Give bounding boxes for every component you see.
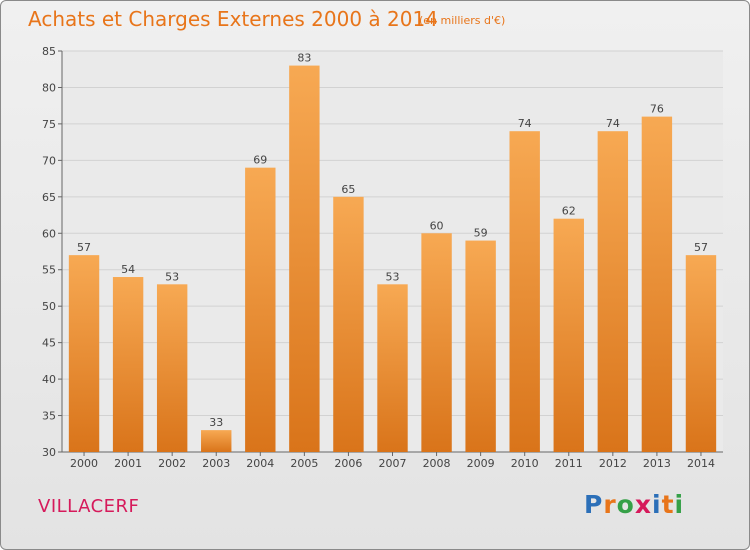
- bar-2011: [553, 218, 584, 452]
- logo-letter: P: [584, 490, 604, 519]
- chart-title: Achats et Charges Externes 2000 à 2014: [28, 7, 438, 31]
- logo-letter: t: [661, 490, 675, 519]
- bar-2007: [377, 284, 408, 452]
- x-tick-label: 2009: [467, 457, 495, 470]
- y-tick-label: 40: [42, 373, 56, 386]
- data-label: 57: [77, 241, 91, 254]
- y-tick-label: 55: [42, 264, 56, 277]
- bar-2002: [156, 284, 188, 452]
- bar-2000: [68, 255, 100, 452]
- y-tick-label: 70: [42, 154, 56, 167]
- data-label: 83: [297, 52, 311, 65]
- y-tick-label: 35: [42, 410, 56, 423]
- bar-2003: [201, 430, 232, 452]
- bar-2013: [641, 116, 673, 453]
- y-tick-label: 75: [42, 118, 56, 131]
- bar-2014: [685, 255, 717, 452]
- data-label: 33: [209, 416, 223, 429]
- y-tick-label: 30: [42, 446, 56, 459]
- y-tick-label: 60: [42, 227, 56, 240]
- y-tick-label: 45: [42, 337, 56, 350]
- data-label: 62: [562, 205, 576, 218]
- logo-letter: o: [616, 490, 635, 519]
- data-label: 65: [341, 183, 355, 196]
- data-label: 74: [518, 117, 532, 130]
- data-label: 57: [694, 241, 708, 254]
- logo-letter: i: [674, 490, 685, 519]
- y-tick-label: 85: [42, 45, 56, 58]
- y-tick-label: 50: [42, 300, 56, 313]
- x-tick-label: 2003: [202, 457, 230, 470]
- place-name: VILLACERF: [38, 496, 140, 517]
- bar-2006: [333, 196, 364, 452]
- data-label: 53: [386, 270, 400, 283]
- bar-2008: [421, 233, 452, 452]
- bar-2001: [112, 277, 144, 452]
- x-tick-label: 2004: [246, 457, 274, 470]
- y-tick-label: 65: [42, 191, 56, 204]
- data-label: 59: [474, 227, 488, 240]
- data-label: 53: [165, 270, 179, 283]
- x-tick-label: 2007: [379, 457, 407, 470]
- bar-2005: [289, 65, 320, 452]
- bar-2010: [509, 131, 540, 452]
- data-label: 54: [121, 263, 135, 276]
- bar-2009: [465, 240, 496, 452]
- bar-2012: [597, 131, 629, 452]
- chart-subtitle: (en milliers d'€): [419, 14, 506, 27]
- data-label: 60: [430, 219, 444, 232]
- x-tick-label: 2000: [70, 457, 98, 470]
- logo-letter: x: [634, 490, 652, 519]
- x-tick-label: 2011: [555, 457, 583, 470]
- logo-letter: r: [603, 490, 617, 519]
- x-tick-label: 2012: [599, 457, 627, 470]
- x-tick-label: 2002: [158, 457, 186, 470]
- x-tick-label: 2014: [687, 457, 715, 470]
- x-tick-label: 2006: [334, 457, 362, 470]
- x-tick-label: 2013: [643, 457, 671, 470]
- x-tick-label: 2001: [114, 457, 142, 470]
- data-label: 74: [606, 117, 620, 130]
- proxiti-logo[interactable]: Proxiti: [584, 490, 684, 519]
- bar-2004: [245, 167, 276, 452]
- x-tick-label: 2010: [511, 457, 539, 470]
- data-label: 69: [253, 154, 267, 167]
- x-tick-label: 2008: [423, 457, 451, 470]
- data-label: 76: [650, 103, 664, 116]
- y-tick-label: 80: [42, 81, 56, 94]
- x-tick-label: 2005: [290, 457, 318, 470]
- logo-letter: i: [652, 490, 662, 519]
